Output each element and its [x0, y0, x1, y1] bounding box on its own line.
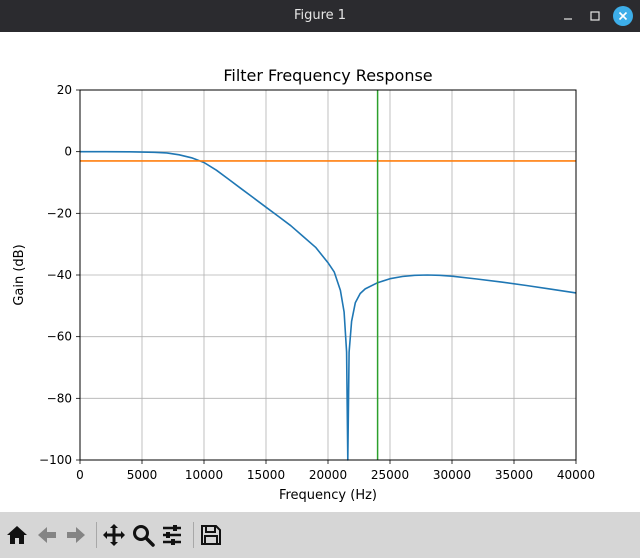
- x-tick-label: 35000: [495, 468, 533, 482]
- forward-icon: [67, 527, 85, 543]
- y-tick-label: −20: [47, 206, 72, 220]
- x-tick-label: 10000: [185, 468, 223, 482]
- configure-subplots-icon: [163, 525, 181, 545]
- x-tick-label: 20000: [309, 468, 347, 482]
- figure-canvas[interactable]: Filter Frequency Response Frequency (Hz)…: [0, 32, 640, 512]
- toolbar-separator: [96, 522, 97, 548]
- frequency-response-chart: Filter Frequency Response Frequency (Hz)…: [12, 66, 595, 503]
- x-tick-label: 0: [76, 468, 84, 482]
- close-icon: [618, 11, 628, 21]
- minimize-button[interactable]: [558, 6, 578, 26]
- x-tick-label: 5000: [127, 468, 158, 482]
- y-tick-label: 20: [57, 83, 72, 97]
- chart-title: Filter Frequency Response: [223, 66, 432, 85]
- x-tick-label: 40000: [557, 468, 595, 482]
- y-tick-label: −100: [39, 453, 72, 467]
- toolbar-separator: [193, 522, 194, 548]
- y-tick-label: −40: [47, 268, 72, 282]
- back-button[interactable]: [34, 522, 60, 548]
- x-axis-label: Frequency (Hz): [279, 488, 377, 503]
- y-tick-label: −80: [47, 391, 72, 405]
- window-title: Figure 1: [293, 8, 347, 23]
- pan-icon: [103, 524, 125, 546]
- navigation-toolbar: [0, 512, 640, 558]
- x-tick-label: 30000: [433, 468, 471, 482]
- zoom-button[interactable]: [130, 522, 156, 548]
- forward-button[interactable]: [63, 522, 89, 548]
- pan-button[interactable]: [101, 522, 127, 548]
- save-icon: [201, 525, 221, 545]
- plot-frame: [79, 89, 577, 461]
- x-tick-label: 15000: [247, 468, 285, 482]
- maximize-icon: [590, 11, 600, 21]
- window-titlebar: Figure 1: [0, 0, 640, 32]
- close-button[interactable]: [613, 6, 633, 26]
- x-tick-label: 25000: [371, 468, 409, 482]
- y-tick-label: −60: [47, 330, 72, 344]
- home-button[interactable]: [4, 522, 30, 548]
- configure-subplots-button[interactable]: [159, 522, 185, 548]
- zoom-icon: [133, 525, 155, 547]
- save-button[interactable]: [198, 522, 224, 548]
- y-tick-label: 0: [64, 145, 72, 159]
- back-icon: [38, 527, 56, 543]
- maximize-button[interactable]: [585, 6, 605, 26]
- minimize-icon: [564, 18, 572, 20]
- y-axis-label: Gain (dB): [12, 244, 27, 305]
- home-icon: [7, 526, 27, 544]
